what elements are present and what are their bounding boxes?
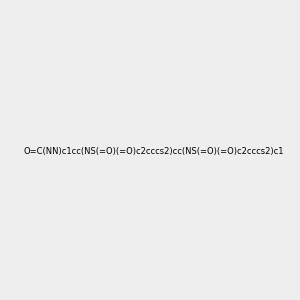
Text: O=C(NN)c1cc(NS(=O)(=O)c2cccs2)cc(NS(=O)(=O)c2cccs2)c1: O=C(NN)c1cc(NS(=O)(=O)c2cccs2)cc(NS(=O)(…	[23, 147, 284, 156]
